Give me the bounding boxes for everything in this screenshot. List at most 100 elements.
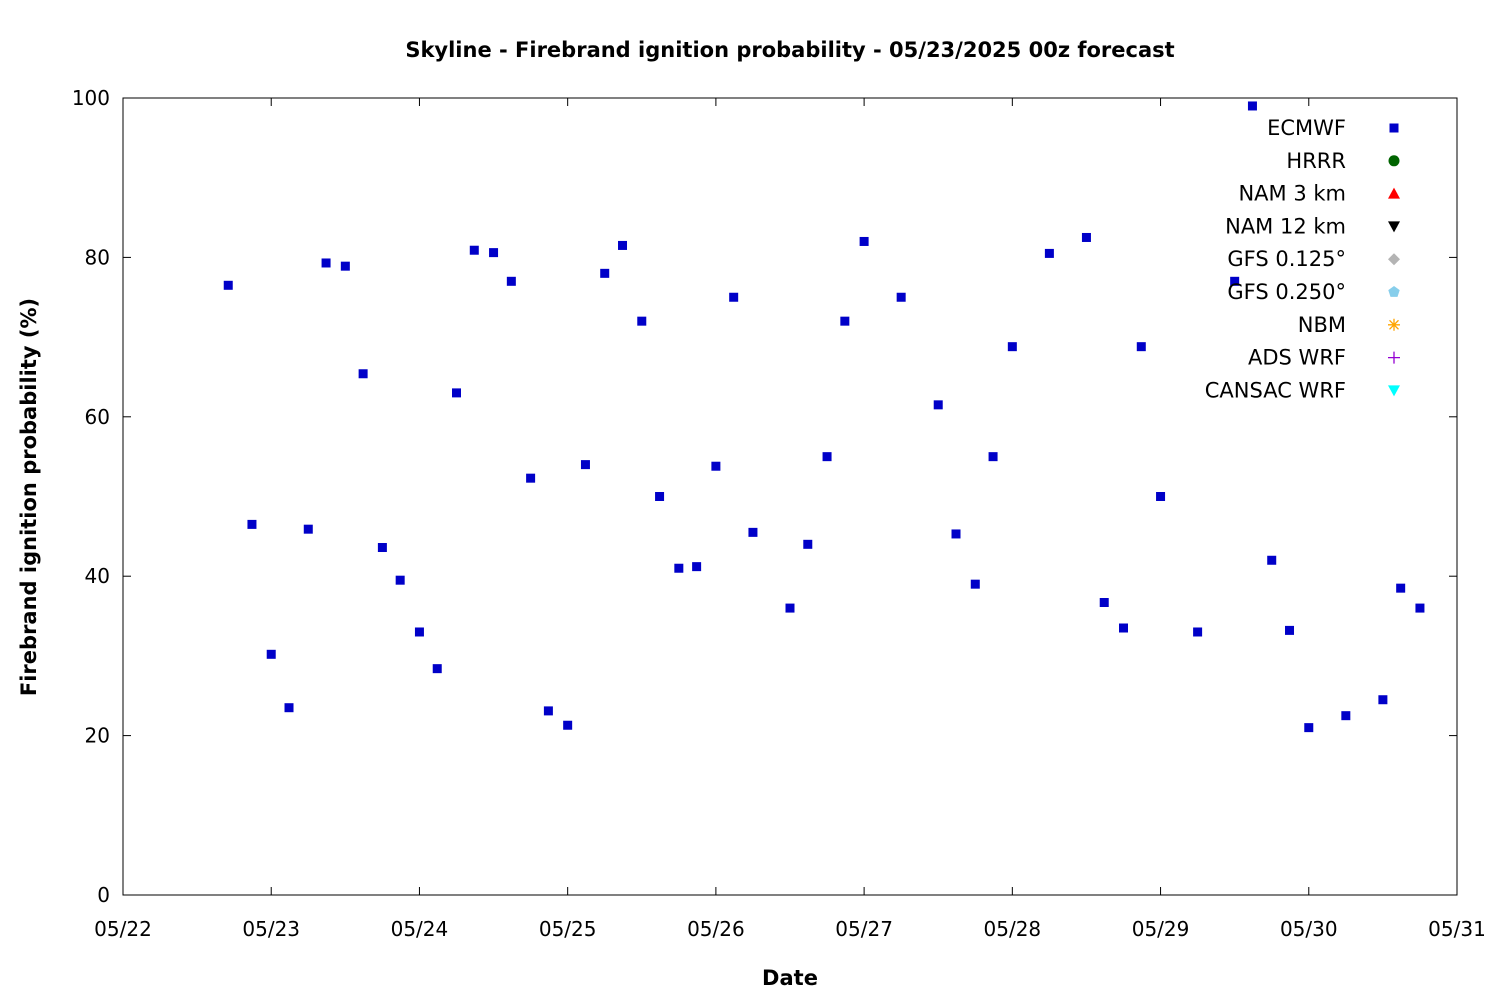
data-point (803, 539, 813, 549)
data-point (729, 292, 739, 302)
data-point (1099, 598, 1109, 608)
x-tick-label: 05/27 (835, 917, 893, 941)
data-point (1044, 248, 1054, 258)
data-point (785, 603, 795, 613)
data-point (303, 524, 313, 534)
x-tick-label: 05/30 (1280, 917, 1338, 941)
y-tick-label: 0 (97, 883, 110, 907)
data-point (748, 527, 758, 537)
x-tick-label: 05/22 (94, 917, 152, 941)
legend-label: ECMWF (1267, 116, 1346, 140)
data-point (432, 664, 442, 674)
x-tick-label: 05/25 (539, 917, 597, 941)
data-point (247, 519, 257, 529)
legend-label: GFS 0.250° (1227, 280, 1346, 304)
data-point (822, 452, 832, 462)
x-tick-label: 05/26 (687, 917, 745, 941)
data-point (692, 562, 702, 572)
data-point (711, 461, 721, 471)
data-point (1119, 623, 1128, 633)
data-point (284, 703, 294, 713)
data-point (526, 473, 536, 483)
data-point (321, 258, 331, 268)
legend-marker (1388, 385, 1400, 397)
y-tick-label: 40 (85, 564, 110, 588)
data-point (618, 240, 628, 250)
data-point (506, 276, 516, 286)
data-point (951, 529, 961, 539)
data-point (1193, 627, 1203, 637)
data-point (988, 452, 998, 462)
data-point (1341, 711, 1351, 721)
x-axis: 05/22 05/23 05/24 05/25 05/26 05/27 05/28 05/29… (94, 98, 1486, 941)
legend-marker (1388, 318, 1400, 331)
legend-label: NBM (1298, 313, 1346, 337)
x-tick-label: 05/23 (242, 917, 300, 941)
legend-marker (1388, 155, 1400, 167)
legend-label: CANSAC WRF (1205, 378, 1346, 402)
legend-marker (1388, 286, 1400, 297)
data-point (580, 460, 590, 470)
data-point (563, 720, 573, 730)
data-point (1230, 276, 1240, 286)
data-point (1285, 625, 1295, 635)
data-point (489, 248, 499, 258)
data-point (840, 316, 850, 326)
legend-marker (1389, 123, 1399, 133)
data-point (674, 563, 684, 573)
legend-label: GFS 0.125° (1227, 247, 1346, 271)
chart-title: Skyline - Firebrand ignition probability… (405, 38, 1174, 62)
data-point (266, 649, 276, 659)
data-point (414, 627, 424, 637)
data-point (1007, 342, 1017, 352)
legend-marker (1388, 187, 1400, 199)
y-tick-label: 100 (72, 86, 110, 110)
data-point (637, 316, 647, 326)
data-point (1304, 723, 1314, 733)
legend-marker (1388, 253, 1400, 266)
data-point (1156, 492, 1166, 501)
data-point (1136, 342, 1146, 352)
data-point (358, 369, 368, 379)
data-point (1415, 603, 1425, 613)
legend-marker (1388, 221, 1400, 233)
series-ecmwf (223, 101, 1425, 733)
x-tick-label: 05/31 (1428, 917, 1486, 941)
plot-frame (122, 97, 1458, 896)
data-point (469, 245, 479, 255)
data-point (655, 492, 665, 501)
data-point (1247, 101, 1257, 111)
data-point (452, 388, 461, 398)
data-point (1378, 695, 1388, 705)
data-point (896, 292, 906, 302)
data-point (377, 543, 387, 553)
legend: ECMWF HRRR NAM 3 km NAM 12 km GFS 0.125° GFS … (1205, 116, 1400, 402)
data-point (970, 579, 980, 589)
y-tick-label: 80 (85, 245, 110, 269)
x-tick-label: 05/24 (391, 917, 449, 941)
legend-label: NAM 12 km (1225, 214, 1346, 238)
data-point (859, 236, 869, 246)
data-point (933, 400, 943, 410)
data-point (600, 268, 610, 278)
data-point (340, 261, 350, 271)
y-axis-label: Firebrand ignition probability (%) (17, 298, 41, 696)
legend-label: NAM 3 km (1238, 182, 1346, 206)
data-points (223, 101, 1425, 733)
data-point (223, 280, 233, 290)
data-point (1081, 232, 1091, 242)
legend-label: HRRR (1286, 149, 1346, 173)
legend-label: ADS WRF (1248, 346, 1346, 370)
data-point (1396, 583, 1406, 593)
data-point (395, 575, 405, 585)
x-axis-label: Date (762, 966, 818, 990)
y-tick-label: 20 (85, 724, 110, 748)
y-tick-label: 60 (85, 405, 110, 429)
legend-marker (1388, 351, 1400, 364)
x-tick-label: 05/28 (984, 917, 1042, 941)
y-axis: 0 20 40 60 80 100 (72, 86, 1457, 907)
data-point (543, 706, 553, 716)
x-tick-label: 05/29 (1132, 917, 1190, 941)
